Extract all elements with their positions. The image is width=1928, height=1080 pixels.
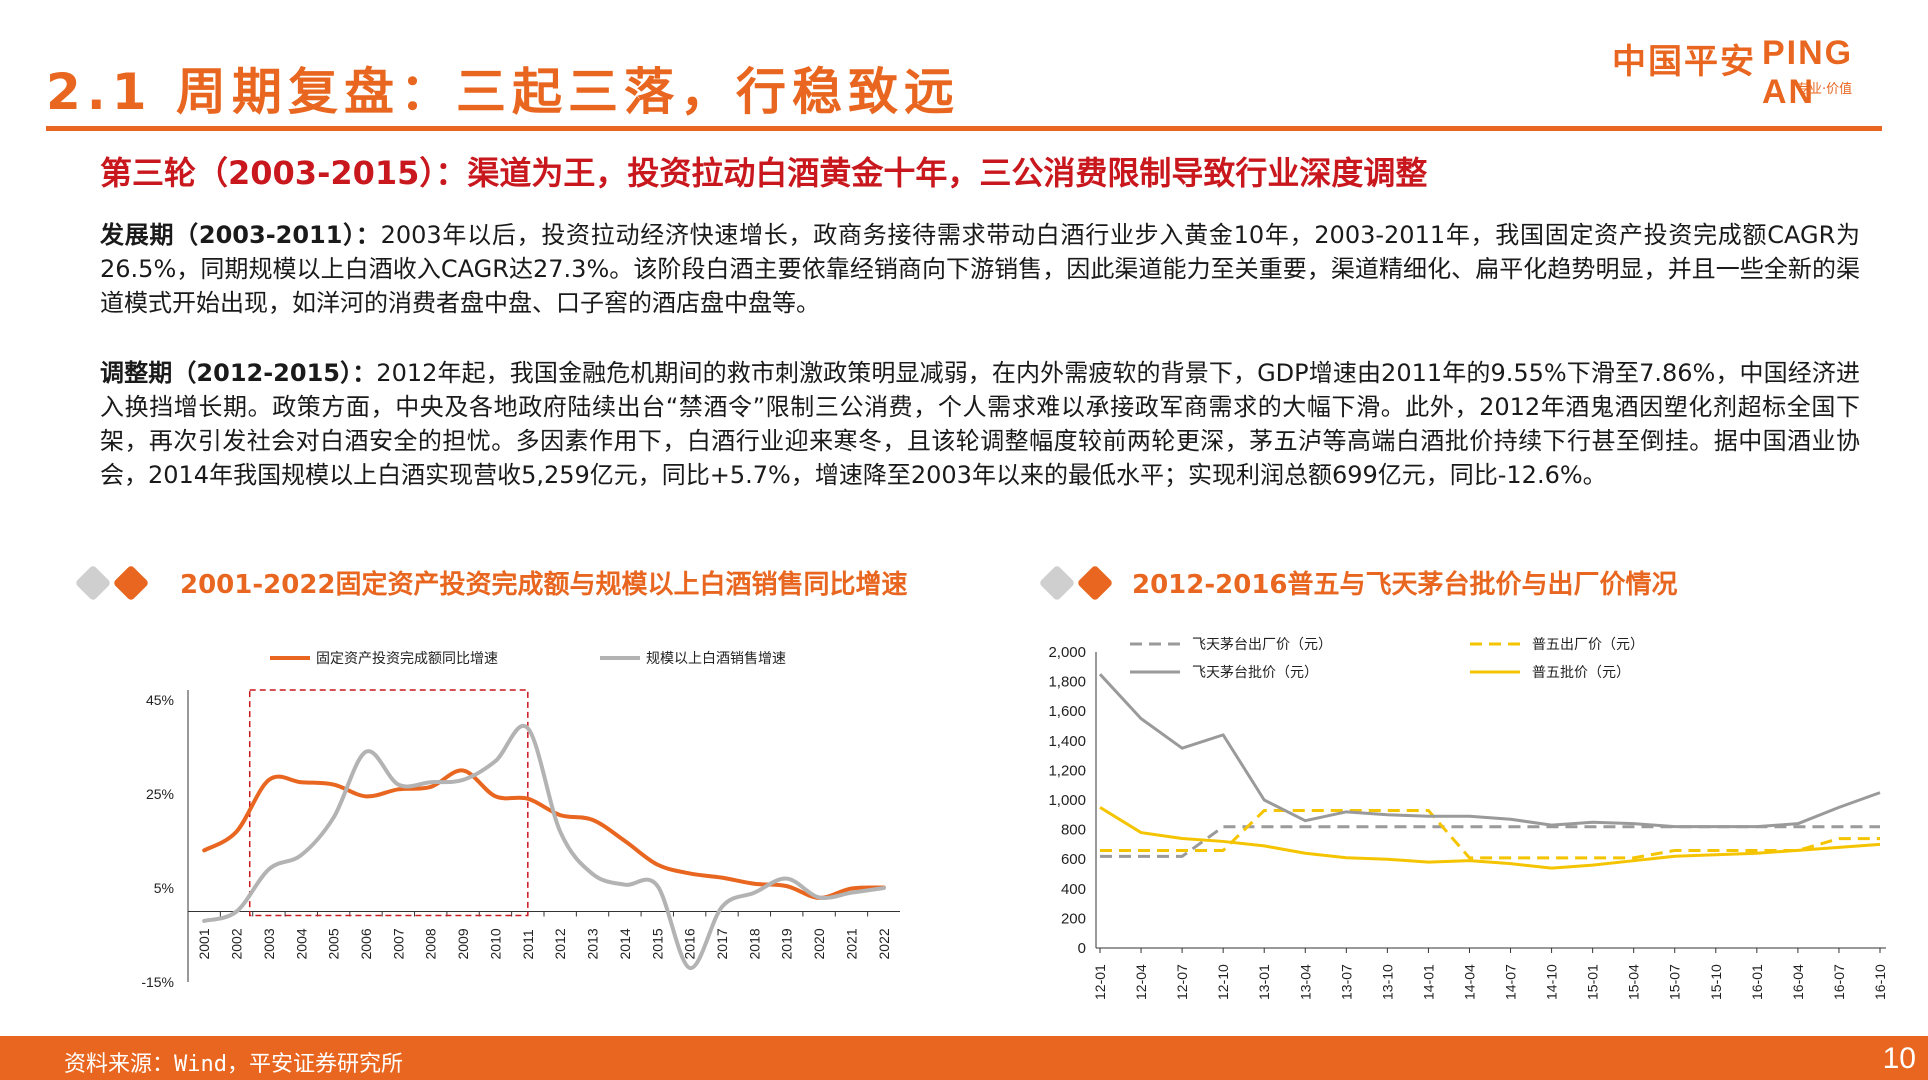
highlight-box: [248, 689, 529, 917]
y-tick-label: 400: [1061, 881, 1086, 898]
page-title: 2.1 周期复盘：三起三落，行稳致远: [46, 63, 960, 121]
x-tick-label: 14-07: [1503, 964, 1519, 1000]
x-tick-label: 2019: [779, 928, 795, 959]
x-tick-label: 15-01: [1585, 964, 1601, 1000]
orange-diamond-icon: [112, 564, 150, 602]
paragraph-development: 发展期（2003-2011）：2003年以后，投资拉动经济快速增长，政商务接待需…: [100, 218, 1860, 320]
series-wuliangye-wholesale-price: [1099, 806, 1881, 870]
x-tick-label: 2013: [585, 928, 601, 959]
footer-bar: 资料来源：Wind，平安证券研究所 10: [0, 1036, 1928, 1080]
legend-label: 固定资产投资完成额同比增速: [316, 650, 498, 666]
chart2-title: 2012-2016普五与飞天茅台批价与出厂价情况: [1132, 570, 1678, 600]
x-tick-label: 2010: [487, 928, 503, 959]
x-tick-label: 2007: [390, 928, 406, 959]
chart1-header: 2001-2022固定资产投资完成额与规模以上白酒销售同比增速: [74, 562, 940, 606]
x-tick-label: 2002: [229, 928, 245, 959]
legend-label: 普五出厂价（元）: [1532, 636, 1644, 652]
x-tick-label: 2014: [617, 928, 633, 959]
y-tick-label: 25%: [146, 786, 174, 802]
orange-diamond-icon: [1076, 564, 1114, 602]
legend-label: 飞天茅台出厂价（元）: [1192, 636, 1332, 652]
x-tick-label: 16-04: [1790, 964, 1806, 1000]
x-tick-label: 2012: [552, 928, 568, 959]
series-moutai-wholesale-price: [1098, 673, 1881, 829]
logo-subtitle: 专业·价值: [1796, 82, 1853, 97]
chart2-moutai-wuliangye-prices: 2,000 1,800 1,600 1,400 1,200 1,000 800 600 400 2…: [1048, 636, 1888, 1000]
x-tick-label: 13-07: [1338, 964, 1354, 1000]
y-tick-label: 45%: [146, 692, 174, 708]
paragraph-development-text: 2003年以后，投资拉动经济快速增长，政商务接待需求带动白酒行业步入黄金10年，…: [100, 221, 1860, 317]
x-tick-label: 16-10: [1872, 964, 1888, 1000]
pingan-logo: 中国平安 PING AN 专业·价值: [1612, 34, 1912, 111]
paragraph-development-label: 发展期（2003-2011）：: [100, 221, 381, 249]
x-tick-label: 2003: [261, 928, 277, 959]
legend-label: 飞天茅台批价（元）: [1192, 664, 1318, 680]
paragraph-adjustment-label: 调整期（2012-2015）：: [100, 359, 377, 387]
chart2-header: 2012-2016普五与飞天茅台批价与出厂价情况: [1038, 562, 1904, 606]
y-tick-label: 1,400: [1048, 733, 1086, 750]
title-divider: [46, 126, 1882, 131]
x-tick-label: 2008: [423, 928, 439, 959]
y-tick-label: 600: [1061, 851, 1086, 868]
x-tick-label: 15-07: [1667, 964, 1683, 1000]
x-tick-label: 2006: [358, 928, 374, 959]
x-tick-label: 2011: [520, 929, 536, 959]
series-wuliangye-factory-price: [1100, 809, 1880, 860]
section-subtitle: 第三轮（2003-2015）：渠道为王，投资拉动白酒黄金十年，三公消费限制导致行…: [100, 154, 1428, 192]
x-tick-label: 14-01: [1420, 964, 1436, 1000]
x-tick-label: 13-04: [1297, 964, 1313, 1000]
series-baijiu-line: [202, 723, 886, 970]
y-tick-label: 200: [1061, 910, 1086, 927]
x-tick-label: 2017: [714, 928, 730, 959]
chart1-title: 2001-2022固定资产投资完成额与规模以上白酒销售同比增速: [180, 570, 908, 600]
x-tick-label: 13-10: [1379, 964, 1395, 1000]
paragraph-adjustment-text: 2012年起，我国金融危机期间的救市刺激政策明显减弱，在内外需疲软的背景下，GD…: [100, 359, 1860, 489]
x-tick-label: 14-04: [1461, 964, 1477, 1000]
y-tick-label: 1,600: [1048, 703, 1086, 720]
source-note: 资料来源：Wind，平安证券研究所: [64, 1052, 403, 1077]
x-tick-label: 2009: [455, 928, 471, 959]
x-tick-label: 2022: [876, 928, 892, 959]
x-tick-label: 12-07: [1174, 964, 1190, 1000]
y-tick-label: -15%: [141, 974, 174, 990]
logo-en-text: PING AN: [1762, 34, 1854, 111]
legend-label: 规模以上白酒销售增速: [646, 650, 786, 666]
y-tick-label: 1,800: [1048, 674, 1086, 691]
y-tick-label: 0: [1078, 940, 1086, 957]
x-tick-label: 13-01: [1256, 964, 1272, 1000]
x-tick-label: 15-04: [1626, 964, 1642, 1000]
page-number: 10: [1882, 1042, 1916, 1075]
y-tick-label: 1,200: [1048, 762, 1086, 779]
x-tick-label: 2004: [293, 928, 309, 959]
x-tick-label: 16-07: [1831, 964, 1847, 1000]
x-tick-label: 12-10: [1215, 964, 1231, 1000]
x-tick-label: 12-01: [1092, 964, 1108, 1000]
paragraph-adjustment: 调整期（2012-2015）：2012年起，我国金融危机期间的救市刺激政策明显减…: [100, 356, 1860, 492]
x-tick-label: 2016: [682, 928, 698, 959]
x-tick-label: 2001: [196, 928, 212, 959]
x-tick-label: 12-04: [1133, 964, 1149, 1000]
x-tick-label: 2005: [326, 928, 342, 959]
y-tick-label: 2,000: [1048, 644, 1086, 661]
y-tick-label: 1,000: [1048, 792, 1086, 809]
x-tick-label: 16-01: [1749, 964, 1765, 1000]
x-tick-label: 2015: [649, 928, 665, 959]
gray-diamond-icon: [74, 564, 112, 602]
x-tick-label: 14-10: [1544, 964, 1560, 1000]
x-tick-label: 15-10: [1708, 964, 1724, 1000]
legend-label: 普五批价（元）: [1532, 664, 1630, 680]
logo-cn-text: 中国平安: [1612, 42, 1756, 82]
y-tick-label: 800: [1061, 822, 1086, 839]
y-tick-label: 5%: [154, 880, 174, 896]
series-moutai-factory-price: [1100, 825, 1880, 858]
x-tick-label: 2018: [746, 928, 762, 959]
gray-diamond-icon: [1038, 564, 1076, 602]
x-tick-label: 2021: [843, 928, 859, 959]
chart1-investment-vs-baijiu-growth: 45% 25% 5% -15% 2001 2002 2003 2004 2005 2006 2007…: [141, 650, 900, 990]
x-tick-label: 2020: [811, 928, 827, 959]
